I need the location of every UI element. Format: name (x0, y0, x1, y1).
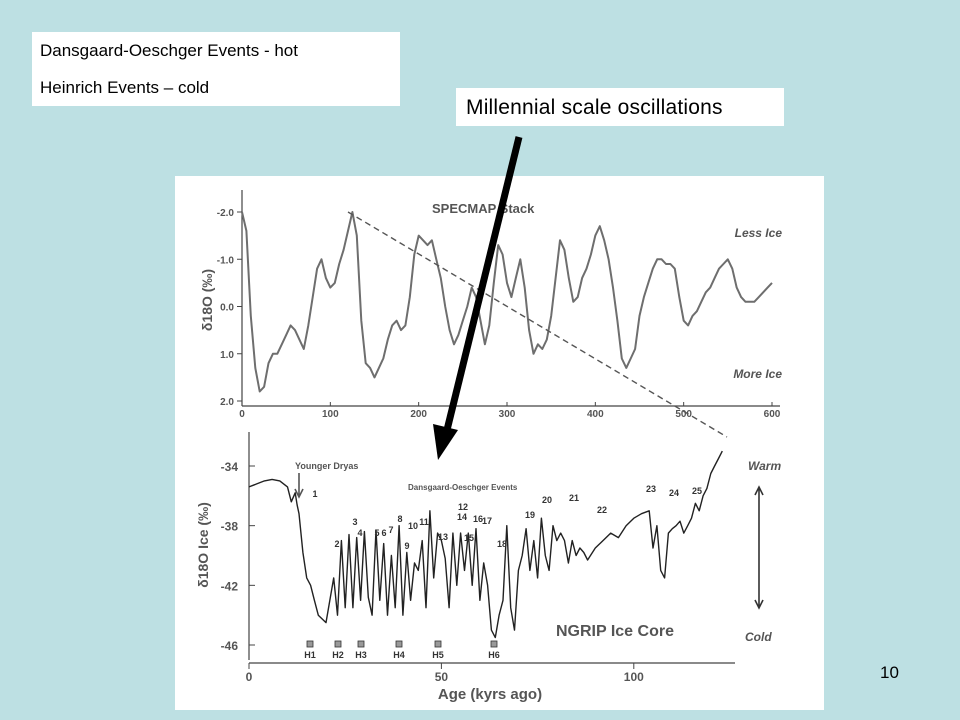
heinrich-marker (306, 640, 314, 648)
specmap-x-tick-label: 100 (322, 409, 339, 420)
do-event-label: 5 (374, 528, 379, 538)
heinrich-marker (395, 640, 403, 648)
do-event-label: 16 (473, 514, 483, 524)
specmap-x-tick-label: 300 (499, 409, 516, 420)
do-event-label: 9 (404, 541, 409, 551)
specmap-x-tick-label: 200 (410, 409, 427, 420)
ngrip-y-tick-label: -42 (221, 579, 239, 593)
specmap-x-tick-label: 400 (587, 409, 604, 420)
ngrip-x-axis-label: Age (kyrs ago) (438, 686, 542, 703)
specmap-x-tick-label: 600 (764, 409, 781, 420)
page-number: 10 (880, 663, 899, 682)
do-event-label: 18 (497, 539, 507, 549)
ngrip-title: NGRIP Ice Core (556, 623, 674, 640)
ngrip-annotation-warm: Warm (748, 459, 781, 473)
do-event-label: 23 (646, 484, 656, 494)
do-event-label: 10 (408, 521, 418, 531)
callout-text: Millennial scale oscillations (466, 96, 723, 119)
specmap-y-tick-label: 1.0 (220, 350, 234, 361)
ngrip-x-tick-label: 0 (246, 670, 253, 684)
warm-cold-arrow (754, 485, 764, 610)
heinrich-label: H5 (432, 650, 444, 660)
specmap-series-line (241, 211, 773, 393)
do-event-label: 14 (457, 512, 467, 522)
do-event-label: 25 (692, 486, 702, 496)
heinrich-label: H3 (355, 650, 367, 660)
specmap-y-tick-label: -2.0 (217, 208, 235, 219)
heinrich-label: H2 (332, 650, 344, 660)
do-event-label: 15 (464, 533, 474, 543)
heinrich-marker (490, 640, 498, 648)
callout-box: Millennial scale oscillations (456, 88, 784, 126)
ngrip-x-tick-label: 50 (435, 670, 449, 684)
heinrich-label: H6 (488, 650, 500, 660)
do-event-label: 21 (569, 493, 579, 503)
ngrip-chart: -34 -38 -42 -46 0 50 100 δ18O Ice (‰) Age (kyrs … (195, 432, 781, 703)
legend-line-cold: Heinrich Events – cold (40, 78, 210, 97)
do-event-label: 17 (482, 516, 492, 526)
specmap-y-tick-label: -1.0 (217, 255, 235, 266)
do-event-label: 12 (458, 502, 468, 512)
specmap-y-tick-label: 0.0 (220, 303, 234, 314)
do-event-label: 3 (352, 517, 357, 527)
specmap-y-tick-label: 2.0 (220, 397, 234, 408)
ngrip-annotation-younger-dryas: Younger Dryas (295, 461, 358, 471)
heinrich-marker (334, 640, 342, 648)
do-event-label: 20 (542, 495, 552, 505)
specmap-x-tick-label: 0 (239, 409, 245, 420)
heinrich-label: H1 (304, 650, 316, 660)
do-event-label: 24 (669, 488, 679, 498)
do-event-label: 8 (397, 514, 402, 524)
callout-arrow-shaft (443, 136, 523, 431)
specmap-annotation-less-ice: Less Ice (735, 226, 783, 240)
do-event-label: 4 (357, 528, 362, 538)
ngrip-x-tick-label: 100 (624, 670, 644, 684)
heinrich-marker (357, 640, 365, 648)
do-event-label: 2 (334, 539, 339, 549)
specmap-annotation-more-ice: More Ice (733, 367, 782, 381)
legend-box: Dansgaard-Oeschger Events - hot Heinrich… (32, 32, 400, 106)
ngrip-y-tick-label: -34 (221, 460, 239, 474)
callout-arrow (433, 136, 523, 460)
ngrip-y-tick-label: -38 (221, 520, 239, 534)
specmap-x-tick-label: 500 (675, 409, 692, 420)
do-event-label: 22 (597, 505, 607, 515)
legend-line-hot: Dansgaard-Oeschger Events - hot (40, 41, 298, 60)
do-event-label: 13 (438, 532, 448, 542)
ngrip-annotation-cold: Cold (745, 630, 772, 644)
ngrip-y-tick-label: -46 (221, 639, 239, 653)
ngrip-annotation-do-events: Dansgaard-Oeschger Events (408, 483, 518, 492)
do-event-label: 7 (388, 525, 393, 535)
younger-dryas-arrow (294, 473, 304, 499)
specmap-dashed-trend (347, 211, 728, 438)
do-event-label: 1 (312, 489, 317, 499)
specmap-title: SPECMAP Stack (432, 201, 535, 216)
specmap-y-axis-label: δ18O (‰) (199, 269, 215, 331)
ngrip-y-axis-label: δ18O Ice (‰) (195, 502, 211, 588)
do-event-label: 6 (381, 528, 386, 538)
figure-panel (175, 176, 824, 710)
specmap-chart: -2.0 -1.0 0.0 1.0 2.0 0 100 200 300 400 500 600 δ18O… (199, 190, 783, 438)
heinrich-label: H4 (393, 650, 405, 660)
do-event-label: 11 (419, 517, 429, 527)
do-event-label: 19 (525, 510, 535, 520)
heinrich-marker (434, 640, 442, 648)
ngrip-series-line (248, 450, 723, 639)
callout-arrow-head (433, 424, 458, 460)
